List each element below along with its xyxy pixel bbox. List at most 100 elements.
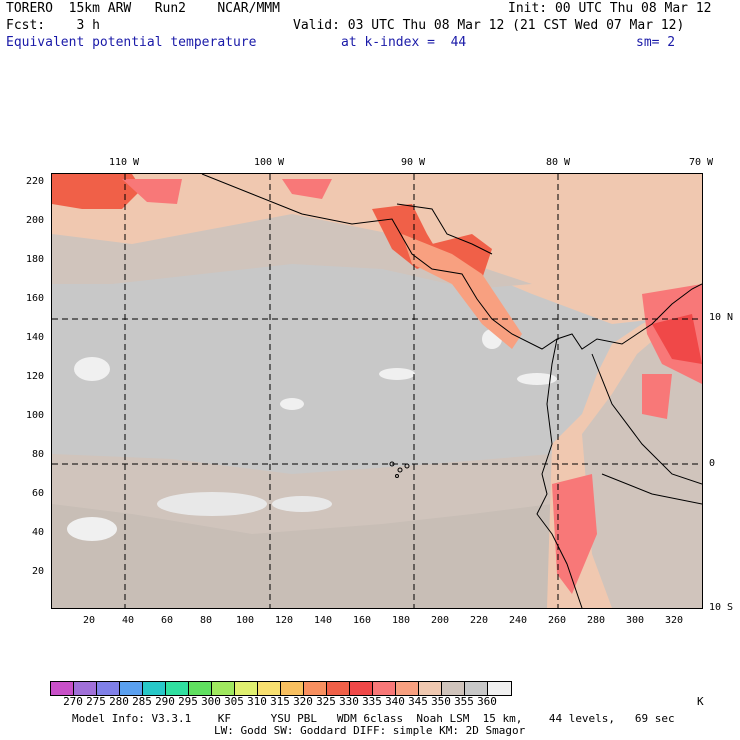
color-swatch: [281, 682, 304, 695]
white-patch: [517, 373, 557, 385]
lon-label-70w: 70 W: [688, 157, 714, 168]
x-tick-260: 260: [547, 615, 567, 626]
lat-label-0: 0: [709, 458, 716, 469]
lon-label-110w: 110 W: [108, 157, 140, 168]
color-swatch: [212, 682, 235, 695]
y-tick-180: 180: [25, 254, 44, 265]
color-scale-label: 270: [63, 695, 83, 708]
y-tick-200: 200: [25, 215, 44, 226]
hot-spot: [432, 234, 492, 279]
field-name: Equivalent potential temperature: [6, 35, 257, 50]
lon-label-80w: 80 W: [545, 157, 571, 168]
color-scale-label: 345: [408, 695, 428, 708]
color-scale: [50, 681, 512, 696]
white-patch: [74, 357, 110, 381]
color-scale-label: 305: [224, 695, 244, 708]
x-tick-120: 120: [274, 615, 294, 626]
color-swatch: [442, 682, 465, 695]
color-scale-label: 335: [362, 695, 382, 708]
init-time: Init: 00 UTC Thu 08 Mar 12: [508, 1, 712, 16]
country-border: [591, 353, 702, 485]
white-patch: [272, 496, 332, 512]
model-title: TORERO 15km ARW Run2 NCAR/MMM: [6, 1, 280, 16]
white-patch: [280, 398, 304, 410]
color-scale-label: 310: [247, 695, 267, 708]
lon-label-90w: 90 W: [400, 157, 426, 168]
color-swatch: [120, 682, 143, 695]
x-tick-140: 140: [313, 615, 333, 626]
white-patch: [157, 492, 267, 516]
color-swatch: [189, 682, 212, 695]
white-patch: [379, 368, 415, 380]
valid-time: Valid: 03 UTC Thu 08 Mar 12 (21 CST Wed …: [293, 18, 685, 33]
y-tick-40: 40: [31, 527, 44, 538]
color-swatch: [373, 682, 396, 695]
color-scale-label: 355: [454, 695, 474, 708]
physics-info: LW: Godd SW: Goddard DIFF: simple KM: 2D…: [214, 724, 526, 737]
northern-warm-band: [52, 174, 702, 324]
coastline: [536, 338, 583, 608]
x-tick-60: 60: [160, 615, 174, 626]
northern-transition-band: [52, 214, 532, 289]
color-scale-label: 295: [178, 695, 198, 708]
x-tick-100: 100: [235, 615, 255, 626]
y-tick-140: 140: [25, 332, 44, 343]
color-scale-label: 360: [477, 695, 497, 708]
color-scale-label: 290: [155, 695, 175, 708]
color-scale-label: 315: [270, 695, 290, 708]
smoothing-info: sm= 2: [636, 35, 676, 50]
color-swatch: [350, 682, 373, 695]
color-scale-label: 280: [109, 695, 129, 708]
x-tick-80: 80: [199, 615, 213, 626]
y-tick-20: 20: [31, 566, 44, 577]
color-scale-label: 285: [132, 695, 152, 708]
island: [395, 474, 399, 478]
hot-spot: [282, 179, 332, 199]
country-border: [396, 203, 493, 255]
color-swatch: [97, 682, 120, 695]
south-america-interior: [582, 314, 702, 608]
color-scale-label: 325: [316, 695, 336, 708]
color-swatch: [304, 682, 327, 695]
forecast-hour: Fcst: 3 h: [6, 18, 100, 33]
coastline: [201, 174, 702, 350]
color-swatch: [166, 682, 189, 695]
lat-label-10s: 10 S: [709, 602, 734, 613]
x-tick-200: 200: [430, 615, 450, 626]
x-tick-300: 300: [625, 615, 645, 626]
x-tick-320: 320: [664, 615, 684, 626]
color-swatch: [143, 682, 166, 695]
island: [397, 467, 403, 473]
hot-spot: [122, 179, 182, 204]
x-tick-180: 180: [391, 615, 411, 626]
y-tick-60: 60: [31, 488, 44, 499]
color-swatch: [488, 682, 511, 695]
color-swatch: [258, 682, 281, 695]
color-swatch: [419, 682, 442, 695]
white-patch: [67, 517, 117, 541]
color-scale-label: 300: [201, 695, 221, 708]
y-tick-120: 120: [25, 371, 44, 382]
color-scale-label: 330: [339, 695, 359, 708]
southern-dark-band: [52, 504, 552, 608]
color-swatch: [74, 682, 97, 695]
x-tick-280: 280: [586, 615, 606, 626]
color-swatch: [51, 682, 74, 695]
hot-spot: [52, 174, 142, 209]
x-tick-240: 240: [508, 615, 528, 626]
x-tick-220: 220: [469, 615, 489, 626]
country-border: [601, 473, 702, 505]
color-swatch: [327, 682, 350, 695]
y-tick-160: 160: [25, 293, 44, 304]
map-plot: [51, 173, 703, 609]
level-info: at k-index = 44: [341, 35, 467, 50]
y-tick-100: 100: [25, 410, 44, 421]
x-tick-160: 160: [352, 615, 372, 626]
x-tick-20: 20: [82, 615, 96, 626]
lat-label-10n: 10 N: [709, 312, 734, 323]
unit-label: K: [697, 695, 704, 708]
lon-label-100w: 100 W: [253, 157, 285, 168]
color-scale-label: 320: [293, 695, 313, 708]
color-scale-label: 275: [86, 695, 106, 708]
y-tick-220: 220: [25, 176, 44, 187]
